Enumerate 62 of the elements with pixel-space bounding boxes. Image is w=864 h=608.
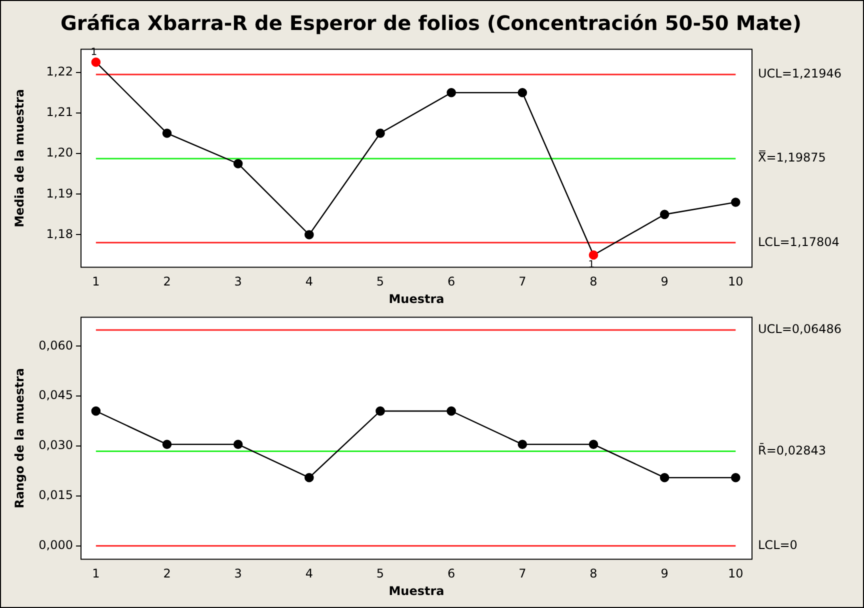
x-tick-label: 8 (590, 274, 598, 289)
x-tick-label: 1 (92, 566, 100, 581)
point (233, 440, 243, 450)
ref-line-label: LCL=0 (758, 538, 798, 552)
x-tick-label: 6 (448, 274, 456, 289)
ref-line-label: UCL=1,21946 (758, 66, 842, 81)
point (91, 58, 101, 67)
point (588, 440, 598, 450)
point (376, 406, 385, 416)
point (91, 406, 101, 416)
ref-line-label: X̿=1,19875 (758, 150, 826, 165)
point (446, 88, 456, 98)
x-tick-label: 1 (92, 274, 100, 289)
point (588, 250, 598, 260)
point (304, 230, 314, 240)
x-tick-label: 2 (163, 566, 171, 581)
point (304, 472, 314, 482)
annotation: 1 (90, 46, 98, 58)
point (446, 406, 456, 416)
x-tick-label: 3 (234, 566, 242, 581)
ref-line-label: LCL=1,17804 (758, 234, 840, 249)
x-tick-label: 5 (376, 566, 384, 581)
point (731, 198, 740, 207)
x-tick-label: 10 (728, 274, 744, 289)
y-tick-label: 0,030 (38, 438, 73, 452)
point (660, 210, 670, 220)
point (162, 128, 172, 138)
x-tick-label: 7 (518, 566, 526, 581)
y-tick-label: 0,015 (38, 488, 73, 502)
x-axis-title: Muestra (388, 584, 444, 598)
y-tick-label: 1,20 (46, 146, 73, 160)
ref-line-label: R̄=0,02843 (758, 443, 826, 458)
y-tick-label: 1,22 (46, 64, 73, 78)
y-tick-label: 1,19 (46, 186, 73, 200)
x-tick-label: 5 (376, 274, 384, 289)
x-axis-title: Muestra (388, 292, 444, 306)
x-tick-label: 9 (660, 566, 668, 581)
y-axis-title: Media de la muestra (12, 88, 26, 228)
point (518, 88, 528, 98)
ref-line-label: UCL=0,06486 (758, 322, 842, 336)
point (518, 440, 528, 450)
x-tick-label: 10 (728, 566, 744, 581)
x-tick-label: 3 (234, 274, 242, 289)
x-tick-label: 4 (305, 274, 313, 289)
point (731, 472, 740, 482)
x-tick-label: 9 (660, 274, 668, 289)
y-tick-label: 0,060 (38, 338, 73, 352)
point (233, 159, 243, 168)
x-tick-label: 8 (590, 566, 598, 581)
chart-title: Gráfica Xbarra-R de Esperor de folios (Concentración 50-50 Mate) (60, 10, 802, 37)
x-tick-label: 7 (518, 274, 526, 289)
y-tick-label: 1,21 (46, 105, 73, 120)
y-tick-label: 1,18 (46, 226, 73, 241)
point (660, 472, 670, 482)
point (162, 440, 172, 450)
x-tick-label: 4 (305, 566, 313, 581)
x-tick-label: 2 (163, 274, 171, 289)
y-tick-label: 0,000 (38, 538, 73, 552)
y-tick-label: 0,045 (38, 388, 73, 402)
x-tick-label: 6 (448, 566, 456, 581)
y-axis-title: Rango de la muestra (12, 368, 26, 508)
point (376, 128, 385, 138)
